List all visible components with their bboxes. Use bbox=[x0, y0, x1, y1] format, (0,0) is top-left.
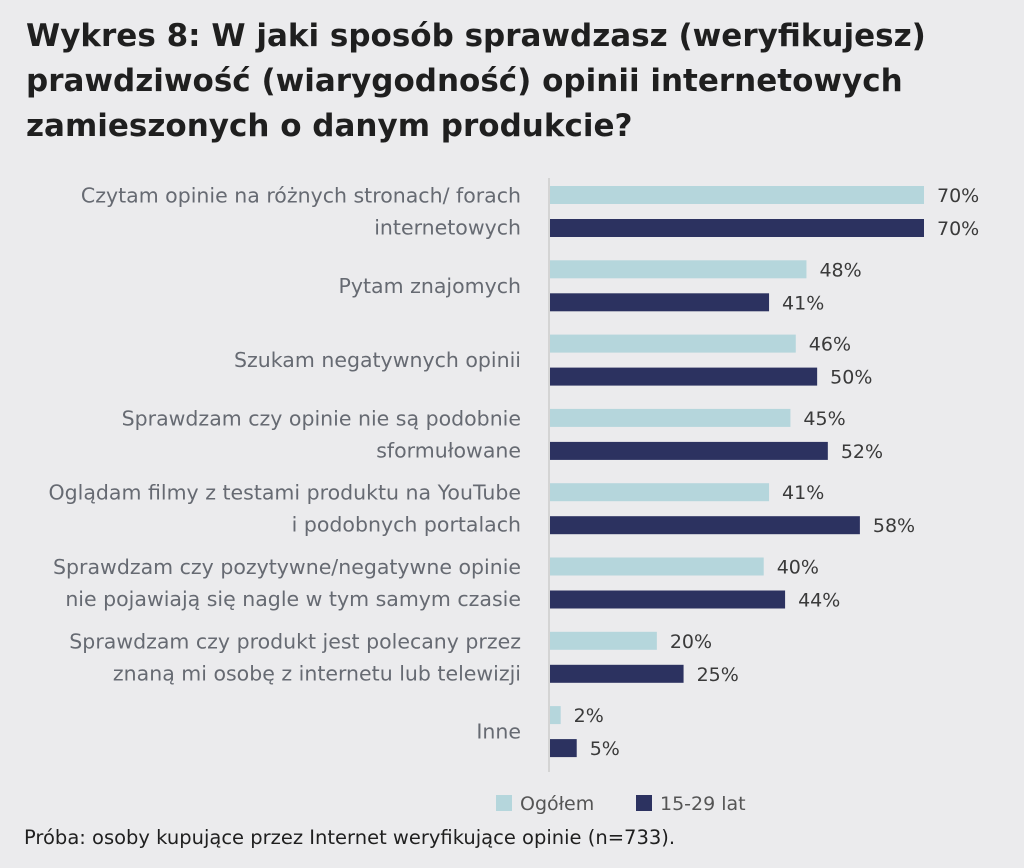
category-label: Pytam znajomych bbox=[339, 274, 522, 298]
bar-15-29 bbox=[550, 293, 770, 312]
bar-ogolem bbox=[550, 408, 791, 427]
chart-title: Wykres 8: W jaki sposób sprawdzasz (wery… bbox=[26, 18, 926, 144]
category-label: sformułowane bbox=[376, 438, 521, 462]
bar-ogolem bbox=[550, 631, 657, 650]
legend-swatch bbox=[496, 795, 512, 811]
value-label: 41% bbox=[782, 292, 824, 314]
bar-chart: Czytam opinie na różnych stronach/ forac… bbox=[49, 178, 979, 815]
category-label: Sprawdzam czy opinie nie są podobnie bbox=[122, 406, 521, 430]
value-label: 20% bbox=[670, 631, 712, 653]
bar-15-29 bbox=[550, 590, 786, 609]
source-note: Próba: osoby kupujące przez Internet wer… bbox=[24, 826, 676, 849]
legend-swatch bbox=[636, 795, 652, 811]
value-label: 40% bbox=[777, 557, 819, 579]
value-label: 5% bbox=[590, 738, 620, 760]
bar-ogolem bbox=[550, 706, 561, 725]
bar-ogolem bbox=[550, 334, 796, 353]
category-label: internetowych bbox=[374, 216, 521, 240]
bar-15-29 bbox=[550, 664, 684, 683]
legend-label: Ogółem bbox=[520, 793, 594, 815]
legend-label: 15-29 lat bbox=[660, 793, 746, 815]
category-label: Oglądam filmy z testami produktu na YouT… bbox=[49, 481, 521, 505]
bar-15-29 bbox=[550, 516, 860, 535]
category-label: Sprawdzam czy produkt jest polecany prze… bbox=[69, 629, 521, 653]
bar-15-29 bbox=[550, 739, 577, 758]
value-label: 45% bbox=[803, 408, 845, 430]
category-label: Szukam negatywnych opinii bbox=[234, 348, 521, 372]
bar-ogolem bbox=[550, 260, 807, 279]
value-label: 46% bbox=[809, 334, 851, 356]
bar-ogolem bbox=[550, 186, 924, 204]
value-label: 70% bbox=[937, 218, 979, 240]
category-label: nie pojawiają się nagle w tym samym czas… bbox=[65, 587, 521, 611]
value-label: 70% bbox=[937, 185, 979, 207]
category-label: znaną mi osobę z internetu lub telewizji bbox=[113, 661, 521, 685]
value-label: 44% bbox=[798, 590, 840, 612]
bar-15-29 bbox=[550, 441, 828, 460]
category-label: i podobnych portalach bbox=[292, 513, 521, 537]
value-label: 50% bbox=[830, 367, 872, 389]
value-label: 52% bbox=[841, 441, 883, 463]
value-label: 48% bbox=[819, 259, 861, 281]
value-label: 58% bbox=[873, 515, 915, 537]
bar-15-29 bbox=[550, 219, 924, 237]
value-label: 2% bbox=[574, 705, 604, 727]
bar-15-29 bbox=[550, 367, 818, 386]
bar-ogolem bbox=[550, 483, 770, 502]
category-label: Sprawdzam czy pozytywne/negatywne opinie bbox=[53, 555, 521, 579]
category-label: Inne bbox=[476, 720, 521, 744]
value-label: 41% bbox=[782, 482, 824, 504]
bar-ogolem bbox=[550, 557, 764, 576]
category-label: Czytam opinie na różnych stronach/ forac… bbox=[81, 184, 521, 208]
value-label: 25% bbox=[697, 664, 739, 686]
